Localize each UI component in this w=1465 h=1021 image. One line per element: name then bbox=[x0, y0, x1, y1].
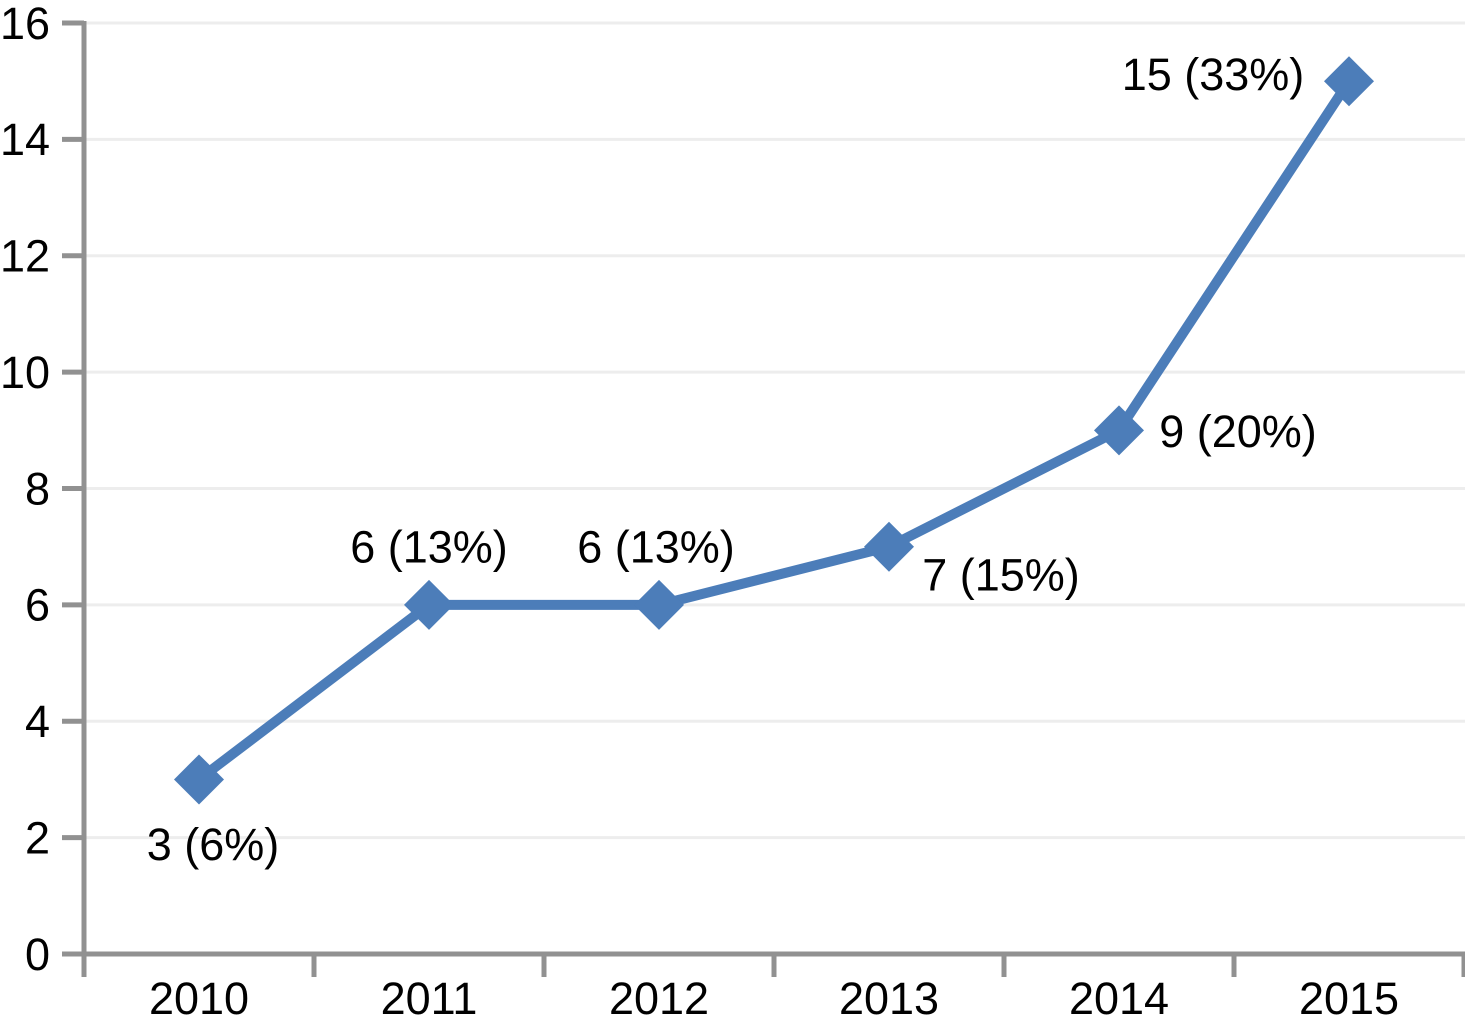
data-point-marker bbox=[864, 521, 914, 572]
x-axis-category-label: 2011 bbox=[381, 973, 478, 1021]
data-point-label: 6 (13%) bbox=[350, 522, 508, 573]
data-point-marker bbox=[174, 754, 224, 805]
x-axis-category-label: 2012 bbox=[609, 973, 709, 1021]
data-point-marker bbox=[634, 579, 684, 630]
data-point-marker bbox=[1094, 405, 1144, 456]
y-axis-tick-label: 0 bbox=[25, 929, 50, 980]
y-axis-tick-label: 16 bbox=[0, 0, 50, 49]
data-point-label: 15 (33%) bbox=[1122, 49, 1305, 100]
x-axis-category-label: 2010 bbox=[149, 973, 249, 1021]
y-axis-tick-label: 12 bbox=[0, 231, 50, 282]
data-point-label: 7 (15%) bbox=[922, 549, 1080, 600]
x-axis-category-label: 2014 bbox=[1069, 973, 1169, 1021]
y-axis-tick-label: 6 bbox=[25, 580, 50, 631]
data-point-marker bbox=[404, 579, 454, 630]
y-axis-tick-label: 14 bbox=[0, 114, 50, 165]
data-point-label: 3 (6%) bbox=[147, 819, 280, 870]
data-point-marker bbox=[1324, 56, 1374, 107]
data-point-label: 6 (13%) bbox=[577, 522, 735, 573]
y-axis-tick-label: 8 bbox=[25, 463, 50, 514]
x-axis-category-label: 2013 bbox=[839, 973, 939, 1021]
x-axis-category-label: 2015 bbox=[1299, 973, 1399, 1021]
data-point-label: 9 (20%) bbox=[1159, 406, 1317, 457]
data-series-line bbox=[194, 76, 1354, 785]
y-axis-tick-label: 10 bbox=[0, 347, 50, 398]
y-axis-tick-label: 4 bbox=[25, 696, 50, 747]
y-axis-tick-label: 2 bbox=[25, 812, 50, 863]
